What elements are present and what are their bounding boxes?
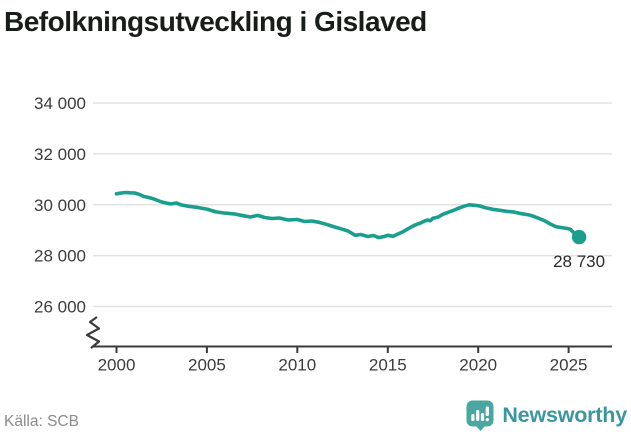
chart-title: Befolkningsutveckling i Gislaved <box>4 6 427 37</box>
svg-text:2000: 2000 <box>98 356 136 375</box>
source-label: Källa: SCB <box>4 413 79 430</box>
svg-text:2005: 2005 <box>188 356 226 375</box>
series-line <box>114 190 587 245</box>
svg-text:2025: 2025 <box>550 356 588 375</box>
svg-text:26 000: 26 000 <box>34 298 86 317</box>
y-axis-labels: 26 000 28 000 30 000 32 000 34 000 <box>34 94 86 317</box>
newsworthy-wordmark: Newsworthy <box>502 403 627 427</box>
svg-text:28 000: 28 000 <box>34 247 86 266</box>
x-axis: 2000 2005 2010 2015 2020 2025 <box>93 345 612 375</box>
svg-text:28 730: 28 730 <box>553 252 605 271</box>
y-axis-break-icon <box>85 316 101 349</box>
svg-text:30 000: 30 000 <box>34 196 86 215</box>
svg-text:34 000: 34 000 <box>34 94 86 113</box>
svg-text:2020: 2020 <box>459 356 497 375</box>
end-value-label: 28 730 <box>553 252 605 271</box>
svg-text:2015: 2015 <box>369 356 407 375</box>
svg-text:32 000: 32 000 <box>34 145 86 164</box>
newsworthy-logo[interactable]: Newsworthy <box>466 400 627 431</box>
svg-text:2010: 2010 <box>278 356 316 375</box>
newsworthy-logo-icon <box>466 400 494 431</box>
